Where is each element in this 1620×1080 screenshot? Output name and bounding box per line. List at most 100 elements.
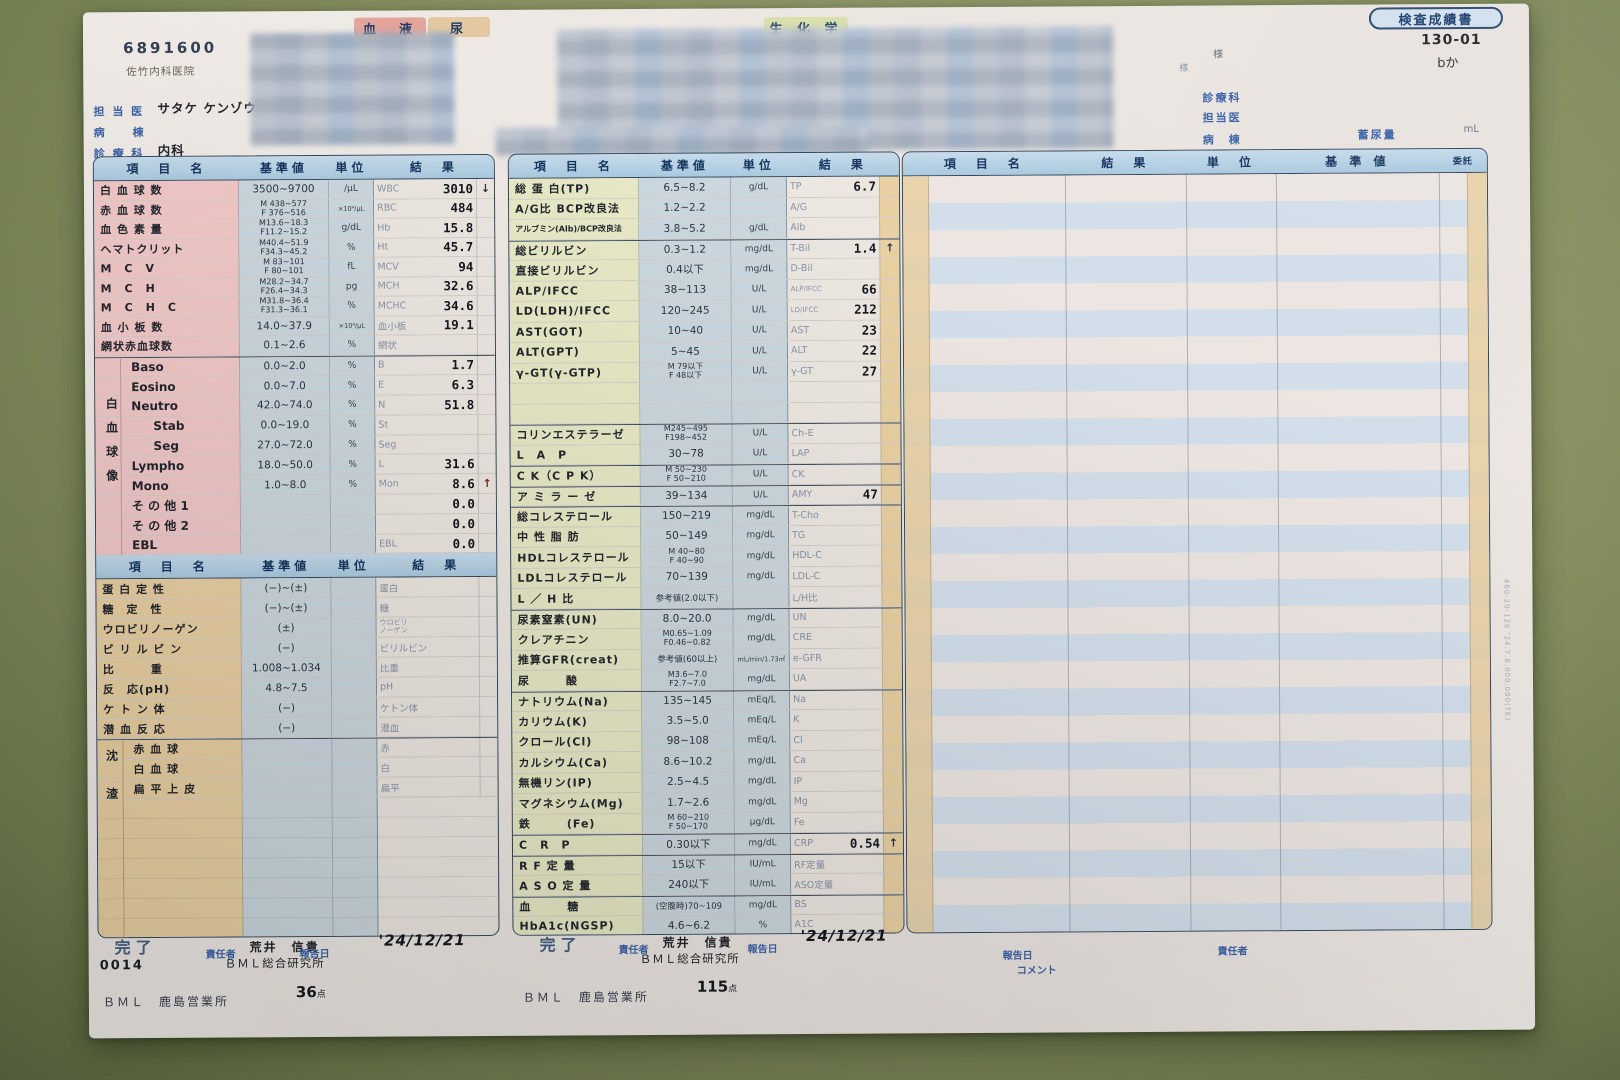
reference-range-cell bbox=[242, 778, 333, 798]
item-name-cell: ALT(GPT) bbox=[509, 342, 641, 363]
table-row: Baso 0.0~2.0 % B 1.7 bbox=[94, 355, 496, 378]
result-value-cell: 1.7 bbox=[427, 355, 478, 375]
item-name-cell: 推算GFR(creat) bbox=[511, 649, 642, 670]
unit-cell: ×10⁴/μL bbox=[329, 199, 375, 218]
points-value: 115 bbox=[696, 977, 729, 996]
reference-range-cell: M28.2~34.7 F26.4~34.3 bbox=[239, 277, 330, 297]
table-row: 鉄 (Fe) M 60~210 F 50~170 μg/dL Fe bbox=[512, 811, 903, 835]
item-code-cell: 扁平 bbox=[377, 777, 431, 798]
unit-cell bbox=[732, 402, 789, 423]
item-code-cell: Cl bbox=[790, 730, 841, 751]
unit-cell: % bbox=[330, 395, 376, 415]
result-value-cell: 0.0 bbox=[428, 513, 479, 533]
item-name-cell: 無機リン(IP) bbox=[512, 772, 643, 793]
result-value-cell bbox=[840, 791, 883, 812]
item-name-cell: M C H bbox=[94, 277, 240, 298]
result-value-cell bbox=[428, 434, 478, 454]
abnormal-flag-cell bbox=[883, 873, 904, 894]
unit-cell: IU/mL bbox=[735, 874, 792, 894]
item-name-cell: 尿 酸 bbox=[511, 670, 643, 691]
unit-cell: mg/dL bbox=[731, 239, 788, 259]
abnormal-flag-cell bbox=[879, 217, 900, 238]
cbc-rows: 白 血 球 数 3500~9700 /μL WBC 3010 ↓ 赤 血 球 数… bbox=[93, 178, 495, 357]
unit-cell bbox=[331, 578, 377, 598]
item-code-cell: LAP bbox=[788, 443, 839, 464]
table-row: ケ ト ン 体 (−) ケトン体 bbox=[97, 697, 498, 720]
reference-range-cell: 15以下 bbox=[643, 854, 736, 875]
table-row: カルシウム(Ca) 8.6~10.2 mg/dL Ca bbox=[512, 750, 903, 774]
table-row: そ の 他 2 0.0 bbox=[95, 513, 497, 537]
item-code-cell: MCHC bbox=[374, 296, 428, 316]
status-complete-left: 完了 bbox=[114, 937, 157, 958]
abnormal-flag-cell: ↑ bbox=[882, 833, 904, 853]
result-value-cell bbox=[430, 777, 480, 797]
sequence-number: 0014 bbox=[99, 958, 144, 974]
abnormal-flag-cell bbox=[476, 256, 495, 276]
lab-report-paper: 6891600 佐竹内科医院 担 当 医 サタケ ケンゾウ 病 棟 診 療 科 … bbox=[82, 3, 1536, 1039]
abnormal-flag-cell bbox=[883, 894, 904, 914]
table-row: Stab 0.0~19.0 % St bbox=[95, 414, 496, 438]
item-name-cell: LD(LDH)/IFCC bbox=[509, 301, 640, 322]
abnormal-flag-cell bbox=[478, 577, 497, 597]
item-code-cell: RF定量 bbox=[791, 854, 842, 874]
redacted-patient-info-block bbox=[250, 32, 455, 146]
table-row: M C H M28.2~34.7 F26.4~34.3 pg MCH 32.6 bbox=[94, 276, 495, 299]
unit-cell: mg/dL bbox=[735, 895, 792, 915]
result-value-cell: 6.7 bbox=[836, 176, 880, 197]
unit-cell: % bbox=[329, 238, 375, 257]
unit-cell: mg/dL bbox=[733, 669, 791, 689]
result-value-cell: 45.7 bbox=[427, 237, 477, 257]
report-title-badge: 検査成績書 bbox=[1368, 6, 1504, 30]
table-row: L A P 30~78 U/L LAP bbox=[510, 442, 901, 466]
column-divider bbox=[1275, 174, 1282, 931]
table-row: 比 重 1.008~1.034 比重 bbox=[96, 657, 497, 680]
item-code-cell: A/G bbox=[787, 197, 838, 218]
header-unit: 単位 bbox=[337, 559, 370, 574]
header-item-name: 項 目 名 bbox=[126, 161, 207, 177]
table-row: ALT(GPT) 5~45 U/L ALT 22 bbox=[509, 340, 901, 364]
header-consignment: 委託 bbox=[1452, 156, 1473, 168]
unit-cell: % bbox=[330, 474, 376, 494]
urine-volume-unit: mL bbox=[1463, 123, 1479, 135]
item-code-cell: E bbox=[375, 375, 429, 395]
reference-range-cell: 240以下 bbox=[643, 874, 736, 895]
reference-range-cell: M 60~210 F 50~170 bbox=[642, 812, 735, 834]
reference-range-cell: (−) bbox=[241, 638, 332, 658]
table-row: C K（C P K） M 50~230 F 50~210 U/L CK bbox=[510, 463, 901, 487]
sales-office-left: ＢＭＬ 鹿島営業所 bbox=[102, 994, 229, 1010]
reference-range-cell: 1.2~2.2 bbox=[639, 197, 732, 219]
table-row: 潜 血 反 応 (−) 潜血 bbox=[97, 717, 498, 740]
item-code-cell: MCV bbox=[374, 257, 428, 277]
result-value-cell bbox=[840, 730, 883, 750]
abnormal-flag-cell bbox=[881, 647, 902, 668]
table-row: AST(GOT) 10~40 U/L AST 23 bbox=[509, 319, 900, 343]
item-code-cell: TG bbox=[789, 525, 840, 546]
filler-result-column bbox=[431, 797, 481, 935]
left-accent-column bbox=[902, 176, 934, 933]
item-code-cell: BS bbox=[791, 895, 842, 915]
item-name-cell: 鉄 (Fe) bbox=[512, 813, 643, 834]
item-name-cell: LDLコレステロール bbox=[511, 567, 642, 588]
abnormal-flag-cell bbox=[476, 334, 495, 354]
header-reference: 基準値 bbox=[262, 559, 311, 574]
item-code-cell: UN bbox=[789, 608, 840, 628]
item-name-cell: コリンエステラーゼ bbox=[510, 425, 641, 445]
reference-range-cell: 2.5~4.5 bbox=[642, 771, 735, 793]
item-code-cell: T-Bil bbox=[787, 239, 838, 259]
table-row: 尿 酸 M3.6~7.0 F2.7~7.0 mg/dL UA bbox=[511, 668, 903, 692]
item-code-cell: Mg bbox=[790, 791, 841, 812]
result-value-cell: 51.8 bbox=[428, 395, 478, 415]
sama-honorific-2: 様 bbox=[1179, 63, 1189, 74]
abnormal-flag-cell bbox=[879, 319, 900, 340]
item-name-cell: ケ ト ン 体 bbox=[97, 698, 243, 719]
item-code-cell: RBC bbox=[374, 198, 428, 218]
abnormal-flag-cell bbox=[478, 617, 497, 637]
reference-range-cell: 参考値(2.0以下) bbox=[641, 587, 734, 608]
item-name-cell: 直接ビリルビン bbox=[509, 260, 640, 281]
table-row: 扁 平 上 皮 扁平 bbox=[97, 777, 498, 800]
result-value-cell bbox=[839, 627, 882, 648]
item-name-cell: EBL bbox=[96, 535, 242, 555]
table-row: 白 血 球 数 3500~9700 /μL WBC 3010 ↓ bbox=[93, 178, 495, 201]
table-row: 網状赤血球数 0.1~2.6 % 網状 bbox=[94, 334, 495, 357]
abnormal-flag-cell bbox=[477, 454, 496, 474]
